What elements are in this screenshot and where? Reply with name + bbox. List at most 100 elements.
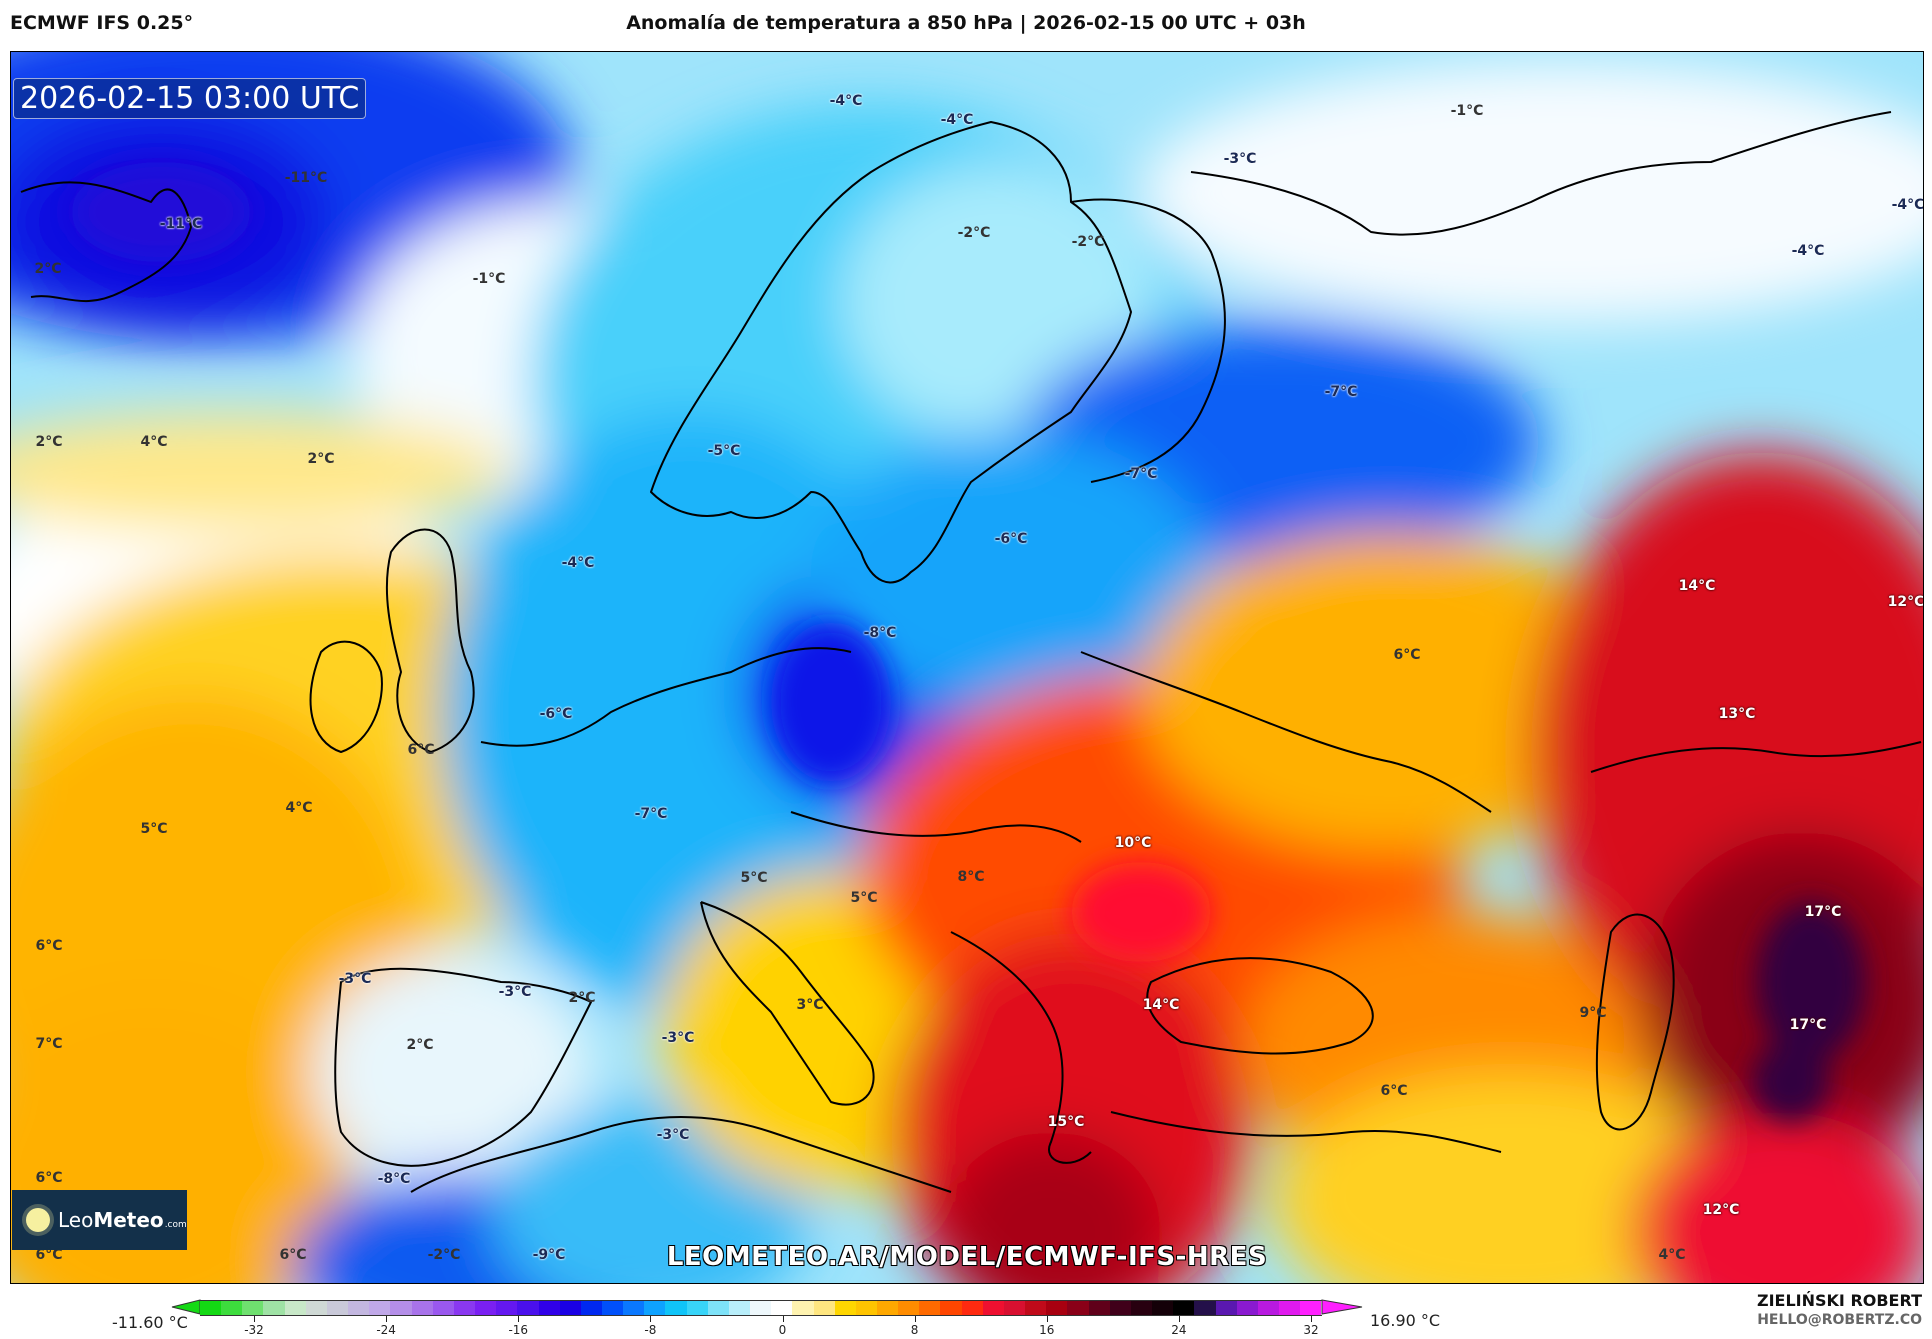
- temperature-label: -2°C: [427, 1247, 461, 1263]
- anomaly-field: [11, 52, 1923, 1283]
- temperature-label: -4°C: [1891, 197, 1924, 213]
- colorbar-bin: [475, 1301, 497, 1315]
- coastlines: [20, 111, 1922, 1193]
- colorbar-tick-label: 16: [1039, 1323, 1055, 1337]
- colorbar-bin: [496, 1301, 518, 1315]
- temperature-label: -3°C: [338, 971, 372, 987]
- colorbar-bin: [1025, 1301, 1047, 1315]
- colorbar-bin: [1130, 1301, 1153, 1315]
- temperature-label: 2°C: [307, 451, 335, 467]
- temperature-label: -3°C: [661, 1030, 695, 1046]
- colorbar-tick-label: -8: [644, 1323, 657, 1337]
- temperature-label: -3°C: [498, 984, 532, 1000]
- colorbar-bin: [1236, 1301, 1258, 1315]
- temperature-label: 5°C: [740, 870, 768, 886]
- temperature-label: 2°C: [34, 261, 62, 277]
- colorbar-tick-mark: [1178, 1316, 1180, 1322]
- colorbar-max-value: 16.90 °C: [1370, 1311, 1441, 1330]
- temperature-label: -8°C: [863, 625, 897, 641]
- temperature-label: 6°C: [35, 938, 63, 954]
- author-email[interactable]: HELLO@ROBERTZ.CO: [1757, 1312, 1922, 1328]
- colorbar-bin: [538, 1301, 560, 1315]
- colorbar-bin: [623, 1301, 645, 1315]
- colorbar-tick-mark: [254, 1316, 255, 1322]
- sun-icon: [26, 1208, 50, 1232]
- colorbar-bin: [1109, 1301, 1131, 1315]
- colorbar-tick-mark: [518, 1316, 520, 1322]
- temperature-label: -1°C: [472, 271, 506, 287]
- temperature-label: 4°C: [1658, 1247, 1686, 1263]
- colorbar-bin: [707, 1301, 729, 1315]
- logo-text: LeoMeteo.com: [58, 1208, 187, 1232]
- colorbar-tick-mark: [1046, 1316, 1048, 1322]
- colorbar-bin: [919, 1301, 941, 1315]
- temperature-label: 13°C: [1718, 706, 1756, 722]
- colorbar-bin: [877, 1301, 899, 1315]
- colorbar-bin: [305, 1301, 327, 1315]
- colorbar-bin: [580, 1301, 602, 1315]
- colorbar-bin: [1067, 1301, 1089, 1315]
- temperature-label: -2°C: [1071, 234, 1105, 250]
- colorbar-tick-label: 32: [1303, 1323, 1319, 1337]
- colorbar-bin: [898, 1301, 920, 1315]
- colorbar-bin: [855, 1301, 877, 1315]
- temperature-label: 8°C: [957, 869, 985, 885]
- colorbar-bin: [1003, 1301, 1026, 1315]
- colorbar-bin: [326, 1301, 349, 1315]
- temperature-label: 12°C: [1702, 1202, 1740, 1218]
- temperature-label: 4°C: [140, 434, 168, 450]
- colorbar-tick-label: 0: [778, 1323, 787, 1337]
- colorbar-bin: [559, 1301, 581, 1315]
- colorbar-bin: [1152, 1301, 1174, 1315]
- colorbar-bin: [1215, 1301, 1237, 1315]
- colorbar-bin: [369, 1301, 391, 1315]
- colorbar-bins: [200, 1300, 1322, 1316]
- colorbar-bin: [1300, 1301, 1322, 1315]
- colorbar-bin: [834, 1301, 856, 1315]
- colorbar-bin: [390, 1301, 412, 1315]
- temperature-label: -2°C: [957, 225, 991, 241]
- colorbar-tick-mark: [386, 1316, 388, 1322]
- temperature-label: 6°C: [35, 1170, 63, 1186]
- colorbar-min-value: -11.60 °C: [112, 1313, 188, 1332]
- colorbar-bin: [792, 1301, 814, 1315]
- colorbar-tick-label: 24: [1171, 1323, 1187, 1337]
- colorbar-bin: [1257, 1301, 1279, 1315]
- temperature-label: 17°C: [1804, 904, 1842, 920]
- temperature-label: -8°C: [377, 1171, 411, 1187]
- colorbar-bin: [411, 1301, 433, 1315]
- chart-title: Anomalía de temperatura a 850 hPa | 2026…: [626, 12, 1306, 34]
- temperature-label: -4°C: [829, 93, 863, 109]
- colorbar-tick-label: 8: [910, 1323, 919, 1337]
- temperature-label: 14°C: [1142, 997, 1180, 1013]
- colorbar-bin: [982, 1301, 1004, 1315]
- temperature-label: 5°C: [850, 890, 878, 906]
- leometeo-logo[interactable]: LeoMeteo.com: [12, 1190, 187, 1250]
- temperature-label: 7°C: [35, 1036, 63, 1052]
- temperature-anomaly-map[interactable]: 2026-02-15 03:00 UTC -11°C -11°C 2°C -1°C -4…: [10, 51, 1924, 1284]
- colorbar-bin: [1046, 1301, 1068, 1315]
- colorbar-tick-label: -32: [244, 1323, 264, 1337]
- colorbar-bin: [961, 1301, 983, 1315]
- author-credit: ZIELIŃSKI ROBERT HELLO@ROBERTZ.CO: [1757, 1291, 1922, 1328]
- author-name: ZIELIŃSKI ROBERT: [1756, 1291, 1922, 1310]
- colorbar-tick-label: -24: [376, 1323, 396, 1337]
- temperature-label: 5°C: [140, 821, 168, 837]
- temperature-label: -6°C: [994, 531, 1028, 547]
- colorbar-tick-mark: [914, 1316, 916, 1322]
- colorbar-bin: [771, 1301, 793, 1315]
- colorbar-bin: [284, 1301, 306, 1315]
- temperature-label: -7°C: [634, 806, 668, 822]
- temperature-label: 2°C: [35, 434, 63, 450]
- valid-time-badge: 2026-02-15 03:00 UTC: [13, 78, 367, 119]
- temperature-label: 14°C: [1678, 578, 1716, 594]
- colorbar-bin: [940, 1301, 962, 1315]
- colorbar-bin: [665, 1301, 687, 1315]
- temperature-label: -11°C: [284, 170, 328, 186]
- temperature-label: 6°C: [35, 1247, 63, 1263]
- colorbar-bin: [517, 1301, 539, 1315]
- temperature-label: -3°C: [656, 1127, 690, 1143]
- colorbar-bin: [432, 1301, 454, 1315]
- temperature-label: -7°C: [1324, 384, 1358, 400]
- temperature-label: -4°C: [1791, 243, 1825, 259]
